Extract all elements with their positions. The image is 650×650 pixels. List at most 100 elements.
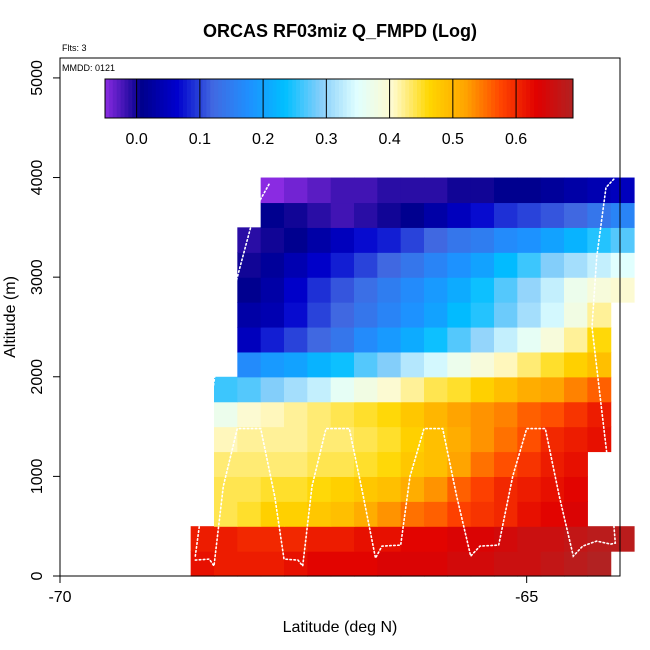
heatmap-cell bbox=[377, 401, 402, 428]
heatmap-cell bbox=[517, 501, 542, 527]
heatmap-cell bbox=[260, 252, 285, 278]
heatmap-cell bbox=[610, 202, 635, 228]
heatmap-cell bbox=[447, 351, 472, 378]
heatmap-cell bbox=[540, 227, 565, 253]
heatmap-cell bbox=[494, 302, 518, 328]
heatmap-cell bbox=[494, 277, 518, 303]
heatmap-cell bbox=[564, 451, 588, 477]
heatmap-cell bbox=[610, 227, 635, 253]
heatmap-cell bbox=[424, 302, 448, 328]
colorbar-segment bbox=[120, 79, 125, 118]
flights-label: Flts: 3 bbox=[62, 43, 87, 53]
heatmap-cell bbox=[354, 202, 378, 228]
colorbar-segment bbox=[378, 79, 383, 118]
heatmap-cell bbox=[284, 202, 308, 228]
heatmap-cell bbox=[610, 526, 635, 552]
colorbar-segment bbox=[428, 79, 434, 118]
colorbar-segment bbox=[327, 79, 332, 118]
colorbar-segment bbox=[518, 79, 523, 118]
colorbar-segment bbox=[268, 79, 274, 118]
heatmap-cell bbox=[424, 376, 448, 403]
heatmap-cell bbox=[517, 227, 542, 253]
chart-title: ORCAS RF03miz Q_FMPD (Log) bbox=[203, 21, 477, 41]
heatmap-cell bbox=[354, 351, 378, 378]
heatmap-cell bbox=[447, 277, 472, 303]
colorbar-tick-label: 0.1 bbox=[189, 131, 211, 148]
heatmap-cell bbox=[517, 326, 542, 353]
heatmap-cell bbox=[354, 252, 378, 278]
heatmap-cell bbox=[400, 526, 425, 552]
heatmap-cell bbox=[214, 476, 238, 502]
heatmap-cell bbox=[330, 326, 355, 353]
heatmap-cell bbox=[260, 451, 285, 477]
heatmap-cell bbox=[354, 277, 378, 303]
heatmap-cell bbox=[307, 551, 332, 577]
colorbar-segment bbox=[206, 79, 211, 118]
colorbar-segment bbox=[522, 79, 527, 118]
heatmap-cell bbox=[377, 252, 402, 278]
heatmap-cell bbox=[447, 551, 472, 577]
heatmap-cell bbox=[517, 202, 542, 228]
heatmap-cell bbox=[354, 551, 378, 577]
heatmap-cell bbox=[470, 476, 495, 502]
heatmap-cell bbox=[517, 252, 542, 278]
y-axis: 0 1000 2000 3000 4000 5000 bbox=[29, 60, 60, 580]
heatmap-cell bbox=[564, 376, 588, 403]
heatmap-cell bbox=[470, 177, 495, 204]
heatmap-cell bbox=[470, 451, 495, 477]
heatmap-cell bbox=[470, 551, 495, 577]
colorbar-segment bbox=[362, 79, 367, 118]
heatmap-cell bbox=[424, 451, 448, 477]
colorbar-segment bbox=[229, 79, 235, 118]
colorbar-segment bbox=[163, 79, 168, 118]
heatmap-cell bbox=[354, 326, 378, 353]
heatmap-cell bbox=[540, 326, 565, 353]
colorbar-segment bbox=[354, 79, 359, 118]
heatmap-cell bbox=[260, 277, 285, 303]
colorbar-segment bbox=[381, 79, 387, 118]
heatmap-cell bbox=[284, 252, 308, 278]
heatmap-cell bbox=[400, 426, 425, 453]
heatmap-cell bbox=[517, 476, 542, 502]
heatmap-cell bbox=[540, 351, 565, 378]
heatmap-cell bbox=[540, 451, 565, 477]
colorbar-segment bbox=[346, 79, 352, 118]
heatmap-cell bbox=[494, 401, 518, 428]
colorbar-segment bbox=[440, 79, 445, 118]
heatmap-cell bbox=[540, 277, 565, 303]
heatmap-cell bbox=[260, 426, 285, 453]
heatmap-cell bbox=[540, 376, 565, 403]
y-tick-label: 1000 bbox=[29, 458, 46, 494]
heatmap-cell bbox=[424, 426, 448, 453]
heatmap-cell bbox=[447, 202, 472, 228]
colorbar-segment bbox=[417, 79, 422, 118]
colorbar-segment bbox=[222, 79, 227, 118]
colorbar-tick-label: 0.4 bbox=[378, 131, 400, 148]
colorbar-segment bbox=[514, 79, 519, 118]
heatmap-cell bbox=[564, 302, 588, 328]
heatmap-cell bbox=[354, 401, 378, 428]
colorbar-segment bbox=[257, 79, 262, 118]
colorbar-segment bbox=[432, 79, 437, 118]
heatmap-cell bbox=[377, 551, 402, 577]
heatmap-cell bbox=[494, 177, 518, 204]
colorbar-segment bbox=[448, 79, 453, 118]
heatmap-cell bbox=[354, 526, 378, 552]
colorbar-segment bbox=[292, 79, 297, 118]
colorbar-segment bbox=[147, 79, 153, 118]
colorbar-segment bbox=[479, 79, 484, 118]
colorbar-segment bbox=[331, 79, 336, 118]
heatmap-cell bbox=[237, 526, 262, 552]
y-tick-label: 3000 bbox=[29, 259, 46, 295]
colorbar-segment bbox=[495, 79, 500, 118]
colorbar-segment bbox=[132, 79, 137, 118]
colorbar-segment bbox=[374, 79, 379, 118]
heatmap-cell bbox=[517, 177, 542, 204]
heatmap-cell bbox=[377, 376, 402, 403]
heatmap-cell bbox=[447, 252, 472, 278]
colorbar-segment bbox=[471, 79, 476, 118]
heatmap-cell bbox=[470, 501, 495, 527]
heatmap-cell bbox=[307, 326, 332, 353]
heatmap-cell bbox=[237, 376, 262, 403]
heatmap-cell bbox=[307, 202, 332, 228]
